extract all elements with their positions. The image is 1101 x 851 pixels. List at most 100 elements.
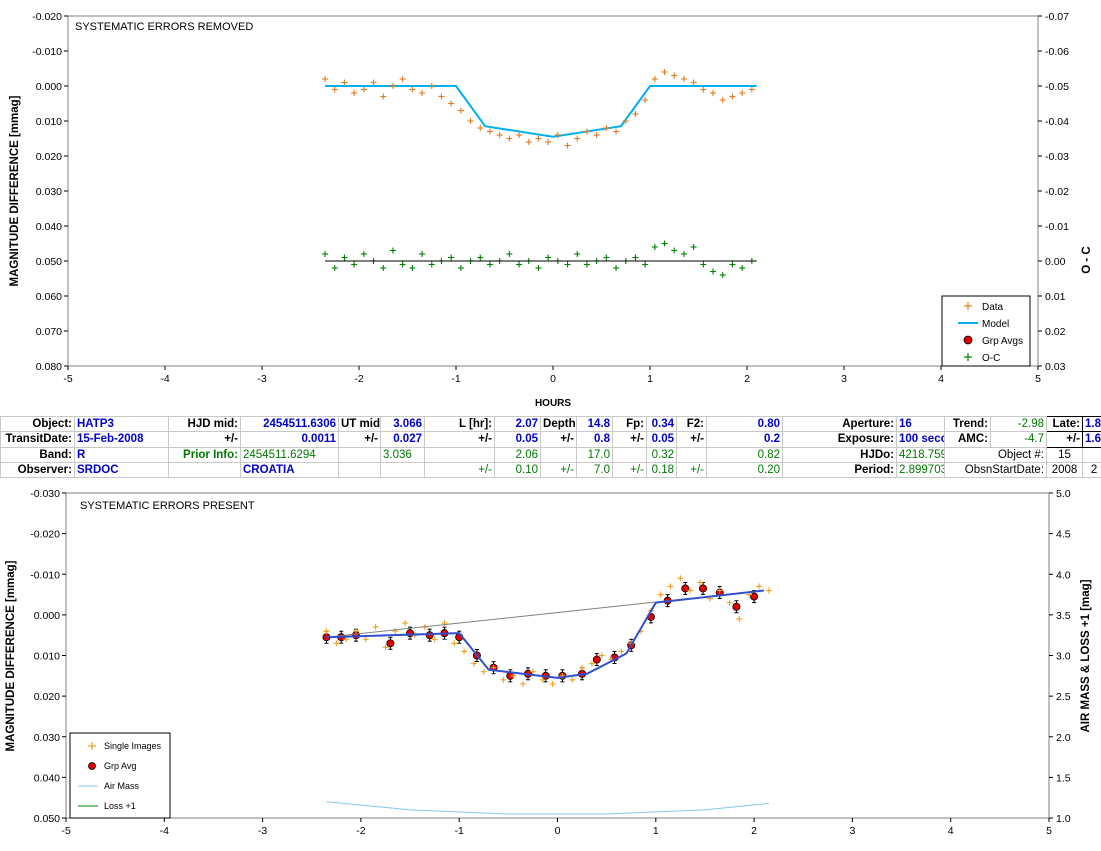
period-label: Period: [782,461,898,479]
y-axis-ticks: -0.030 -0.020 -0.010 0.000 0.010 0.020 0.030 0.… [30,488,66,825]
l-err-label: +/- [423,431,496,448]
o-c-point [642,261,649,268]
f2-err-value: 0.2 [706,431,784,448]
o-c-point [651,244,658,250]
o-c-point [603,254,610,261]
y-axis-label: MAGNITUDE DIFFERENCE [mmag] [9,95,21,286]
table-row: Observer: SRDOC CROATIA +/- 0.10 +/- 7.0… [0,461,1101,479]
legend: Data Model Grp Avgs O-C [941,295,1031,367]
x-tick-label: 4 [948,825,954,837]
legend-label-grp-avg: Grp Avg [104,761,136,771]
data-point [554,132,561,138]
prior-depth-err-label: +/- [540,461,578,479]
data-point [322,76,329,82]
fp-err-label: +/- [612,431,648,448]
single-images-point [500,676,507,683]
y2-tick-label: -0.05 [1045,81,1069,93]
y2-axis-ticks: -0.07 -0.06 -0.05 -0.04 -0.03 -0.02 -0.01 0.00 0… [1038,11,1069,373]
y-tick-label: 0.080 [36,361,62,373]
legend-marker-data [964,302,972,310]
prior-f2-value: 0.82 [706,446,784,463]
transit-date-label: TransitDate: [0,431,75,448]
data-point [331,86,338,93]
y2-tick-label: 3.0 [1056,651,1071,663]
x-tick-label: -1 [455,825,464,837]
y-tick-label: -0.010 [32,46,62,58]
y-axis-ticks: -0.020 -0.010 0.000 0.010 0.020 0.030 0.040 0.0… [32,11,68,373]
x-tick-label: -2 [354,373,363,385]
o-c-point [331,265,338,271]
data-point [341,79,348,86]
late-value: 1.8 min [1082,415,1101,433]
top-series [322,69,757,278]
data-point [516,132,523,138]
o-c-point [506,251,513,257]
x-tick-label: 2 [751,825,757,837]
x-tick-label: 5 [1046,825,1052,837]
legend-label-air-mass: Air Mass [104,781,140,791]
y-tick-label: 0.000 [36,81,62,93]
o-c-point [351,261,358,268]
y-tick-label: 0.060 [36,291,62,303]
y2-tick-label: 0.00 [1045,256,1066,268]
data-point [651,76,658,82]
late-label: Late: [1046,415,1084,433]
y-tick-label: -0.010 [30,569,60,581]
o-c-point [564,261,571,268]
single-images-point [431,636,438,643]
trend-label: Trend: [944,415,992,433]
data-point [419,90,426,96]
hjd-mid-value: 2454511.6306 [240,415,339,433]
data-point [613,128,620,135]
data-point [448,100,455,107]
o-c-point [574,251,581,257]
data-point [690,79,697,86]
data-point [603,125,610,131]
data-point [632,111,639,117]
prior-depth-value: 17.0 [576,446,614,463]
data-point [370,79,377,86]
ut-mid-err-label: +/- [338,431,381,448]
single-images-point [756,583,763,590]
depth-value: 14.8 [576,415,614,433]
o-c-point [360,251,367,257]
o-c-point [380,265,387,271]
x-tick-label: -2 [356,825,365,837]
o-c-point [535,265,542,271]
prior-fp-err-label: +/- [612,461,648,479]
o-c-point [409,265,416,271]
amc-value: -4.7 [990,431,1048,448]
o-c-point [428,261,435,268]
late-err-label: +/- [1046,431,1084,448]
o-c-point [322,251,329,257]
y-tick-label: 0.030 [34,732,60,744]
location-value: CROATIA [240,461,339,479]
data-point [399,76,406,82]
y-tick-label: 0.010 [34,651,60,663]
y2-tick-label: 4.0 [1056,569,1071,581]
grp-avg-point [386,636,395,650]
object-num-value: 15 [1046,446,1084,463]
object-num-label: Object #: [944,446,1048,463]
prior-l-err-label: +/- [423,461,496,479]
x-axis-ticks: -5 -4 -3 -2 -1 0 1 2 3 4 5 [61,818,1052,837]
parameter-table: Object: HATP3 HJD mid: 2454511.6306 UT m… [0,415,1101,479]
aperture-value: 16 [896,415,946,433]
data-point [409,86,416,93]
x-tick-label: 1 [647,373,653,385]
prior-depth-err-value: 7.0 [576,461,614,479]
y2-tick-label: -0.07 [1045,11,1069,23]
single-images-point [392,628,399,635]
y-tick-label: 0.070 [36,326,62,338]
single-images-point [697,579,704,586]
legend-marker-single-images [88,742,96,750]
bottom-chart: SYSTEMATIC ERRORS PRESENT -0.030-0.020-0… [5,488,1092,837]
object-label: Object: [0,415,75,433]
y-tick-label: 0.020 [34,691,60,703]
data-point [593,132,600,138]
y2-tick-label: 3.5 [1056,610,1071,622]
single-images-point [549,680,556,687]
single-images-point [765,587,772,594]
x-tick-label: 3 [849,825,855,837]
legend-marker-grp-avgs [963,335,973,345]
